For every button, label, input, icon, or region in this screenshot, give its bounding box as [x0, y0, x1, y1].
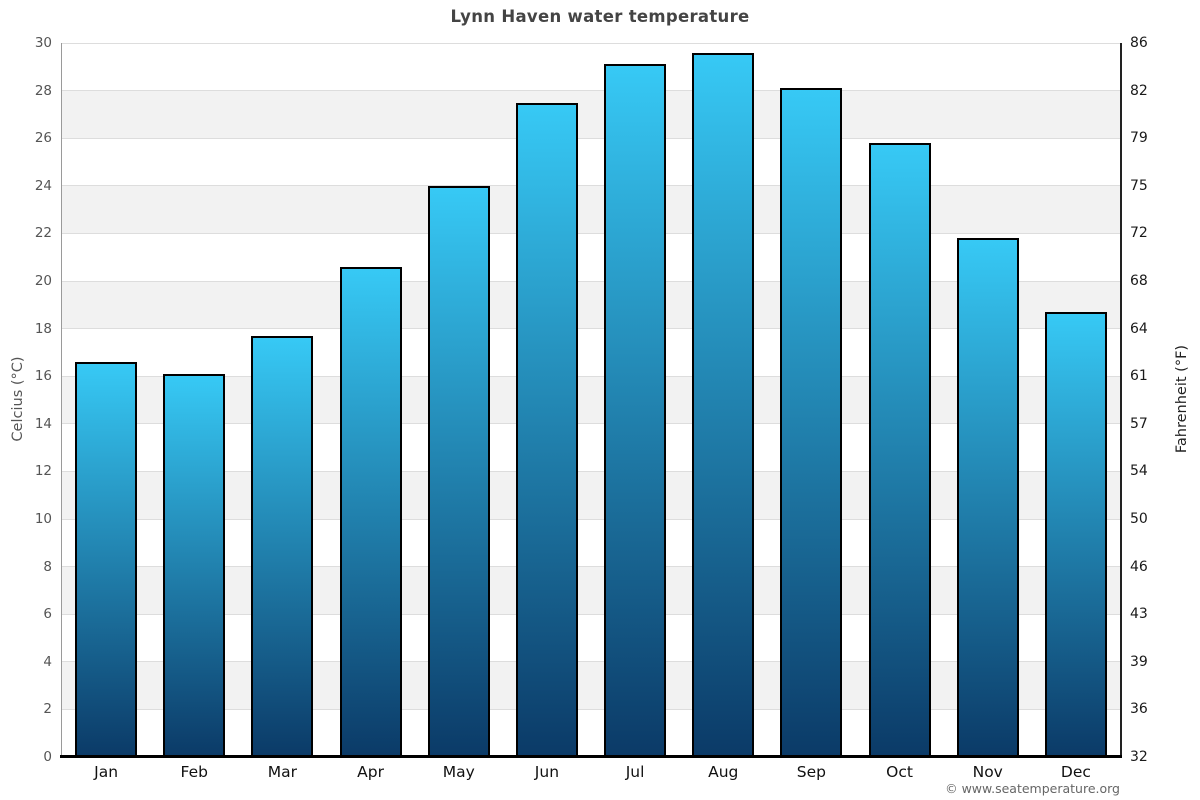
y-tick-left-14: 14 [34, 415, 52, 432]
y-tick-left-0: 0 [43, 749, 52, 765]
gridline [62, 708, 1120, 710]
y-tick-left-12: 12 [34, 463, 52, 480]
x-tick-dec: Dec [1060, 763, 1091, 781]
bar-apr [339, 266, 402, 757]
y-tick-right-43: 43 [1130, 606, 1148, 623]
copyright-text: © www.seatemperature.org [945, 781, 1120, 796]
bar-oct [868, 142, 931, 757]
y-tick-left-20: 20 [34, 273, 52, 289]
y-tick-left-28: 28 [34, 82, 52, 99]
y-axis-label-celsius: Celcius (°C) [10, 356, 26, 442]
grid-band [62, 661, 1120, 710]
gridline [62, 375, 1120, 377]
y-tick-right-72: 72 [1130, 225, 1148, 242]
x-tick-apr: Apr [357, 763, 384, 781]
y-tick-right-64: 64 [1130, 320, 1148, 337]
y-tick-left-26: 26 [34, 130, 52, 147]
bar-may [427, 185, 490, 757]
x-tick-jul: Jul [625, 763, 645, 781]
gridline [62, 566, 1120, 568]
y-tick-right-50: 50 [1130, 511, 1148, 527]
x-tick-mar: Mar [267, 763, 298, 781]
x-tick-jan: Jan [94, 763, 119, 781]
y-tick-right-68: 68 [1130, 273, 1148, 289]
gridline [62, 185, 1120, 187]
gridline [62, 90, 1120, 92]
bar-aug [692, 52, 755, 757]
x-tick-aug: Aug [708, 763, 739, 781]
y-tick-right-82: 82 [1130, 82, 1148, 99]
plot-area [62, 42, 1120, 757]
bar-sep [780, 88, 843, 757]
y-axis-line-left [61, 43, 62, 757]
bar-feb [163, 373, 226, 757]
y-tick-right-75: 75 [1130, 177, 1148, 194]
grid-band [62, 376, 1120, 424]
gridline [62, 232, 1120, 234]
gridline [62, 42, 1120, 44]
gridline [62, 328, 1120, 330]
x-tick-may: May [442, 763, 475, 781]
gridline [62, 613, 1120, 615]
y-tick-right-54: 54 [1130, 463, 1148, 480]
y-axis-label-fahrenheit: Fahrenheit (°F) [1174, 344, 1190, 454]
y-tick-right-46: 46 [1130, 558, 1148, 575]
y-tick-left-2: 2 [43, 701, 52, 718]
x-tick-feb: Feb [180, 763, 208, 781]
grid-band [62, 90, 1120, 139]
y-tick-right-79: 79 [1130, 130, 1148, 147]
grid-band [62, 471, 1120, 519]
y-tick-left-10: 10 [34, 511, 52, 527]
bar-jan [75, 361, 138, 757]
y-tick-left-6: 6 [43, 606, 52, 623]
y-tick-right-36: 36 [1130, 701, 1148, 718]
x-tick-sep: Sep [796, 763, 827, 781]
bar-nov [956, 238, 1019, 757]
bar-mar [251, 335, 314, 757]
y-axis-line-right [1120, 43, 1122, 757]
y-tick-left-22: 22 [34, 225, 52, 242]
grid-band [62, 185, 1120, 234]
grid-band [62, 281, 1120, 329]
y-tick-left-4: 4 [43, 653, 52, 670]
bar-jul [604, 64, 667, 757]
y-tick-left-30: 30 [34, 35, 52, 51]
y-tick-right-86: 86 [1130, 35, 1148, 51]
y-tick-right-39: 39 [1130, 653, 1148, 670]
y-tick-right-32: 32 [1130, 749, 1148, 765]
y-tick-left-24: 24 [34, 177, 52, 194]
gridline [62, 423, 1120, 425]
x-axis-line [60, 755, 1122, 758]
gridline [62, 137, 1120, 139]
x-tick-oct: Oct [886, 763, 913, 781]
x-tick-jun: Jun [534, 763, 560, 781]
gridline [62, 518, 1120, 520]
y-tick-right-61: 61 [1130, 368, 1148, 385]
gridline [62, 661, 1120, 663]
y-tick-right-57: 57 [1130, 415, 1148, 432]
gridline [62, 280, 1120, 282]
x-tick-nov: Nov [972, 763, 1003, 781]
gridline [62, 470, 1120, 472]
y-tick-left-16: 16 [34, 368, 52, 385]
grid-band [62, 566, 1120, 615]
bar-dec [1044, 311, 1107, 757]
y-tick-left-8: 8 [43, 558, 52, 575]
bar-jun [515, 102, 578, 757]
chart-title: Lynn Haven water temperature [450, 7, 750, 26]
y-tick-left-18: 18 [34, 320, 52, 337]
